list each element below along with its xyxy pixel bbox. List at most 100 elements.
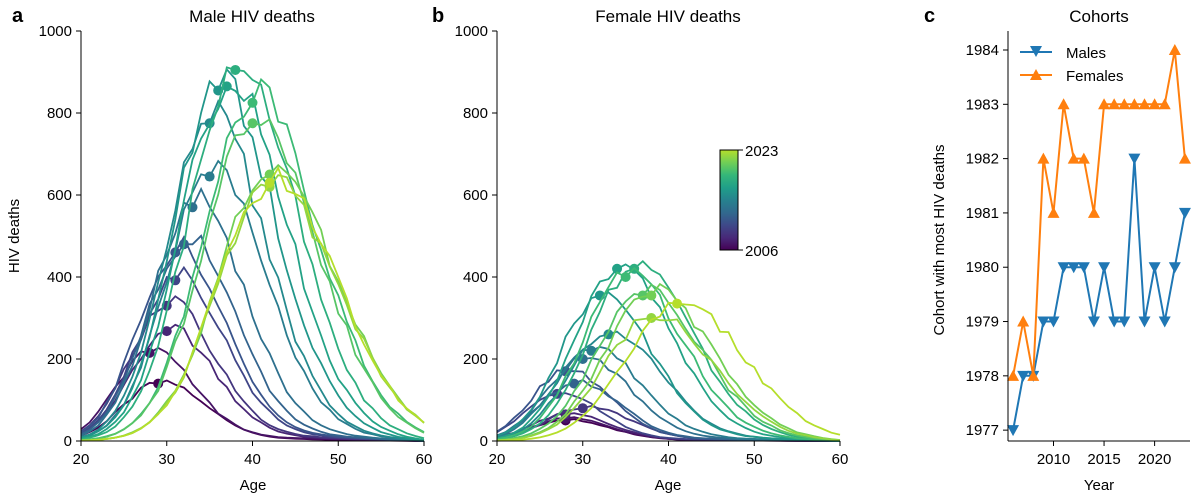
panel-a-letter: a <box>12 5 24 27</box>
panel-a-y-tick-label: 1000 <box>39 23 72 40</box>
panel-c-y-tick-label: 1977 <box>966 422 999 439</box>
panel-a-x-tick-label: 50 <box>330 451 347 468</box>
panel-c-marker-females-2023 <box>1178 152 1191 164</box>
panel-a-peak-2019 <box>247 97 258 108</box>
panel-b-y-tick-label: 200 <box>463 351 488 368</box>
panel-c-x-tick-label: 2015 <box>1087 451 1120 468</box>
panel-c-marker-females-2007 <box>1017 315 1030 327</box>
panel-a-y-tick-label: 200 <box>47 351 72 368</box>
panel-b-line-2023 <box>496 301 841 442</box>
colorbar: 2023 2006 <box>719 143 778 260</box>
panel-b-peak-2012 <box>569 378 580 389</box>
panel-c-marker-females-2012 <box>1067 152 1080 164</box>
panel-c-marker-males-2009 <box>1037 316 1050 328</box>
panel-b-line-2015 <box>496 330 841 442</box>
panel-c-line-females <box>1012 49 1186 376</box>
colorbar-gradient <box>719 149 739 251</box>
panel-b-title: Female HIV deaths <box>595 7 741 26</box>
panel-c-marker-females-2008 <box>1027 369 1040 381</box>
panel-c-marker-males-2010 <box>1047 316 1060 328</box>
panel-c-marker-males-2017 <box>1118 316 1131 328</box>
panel-a-line-2016 <box>80 67 425 442</box>
panel-c-marker-males-2006 <box>1007 425 1020 437</box>
panel-a-y-tick-label: 600 <box>47 187 72 204</box>
panel-c-marker-males-2019 <box>1138 316 1151 328</box>
panel-c-marker-females-2013 <box>1077 152 1090 164</box>
panel-b-line-2020 <box>496 283 841 442</box>
panel-c-x-tick-label: 2010 <box>1037 451 1070 468</box>
panel-c-y-tick-label: 1984 <box>966 42 999 59</box>
panel-a-line-2013 <box>80 186 425 442</box>
panel-a-line-2023 <box>80 165 425 442</box>
panel-b-x-tick-label: 20 <box>489 451 506 468</box>
panel-c-marker-females-2021 <box>1158 98 1171 110</box>
panel-a-ylabel: HIV deaths <box>6 199 23 273</box>
panel-c-marker-males-2013 <box>1077 262 1090 274</box>
panel-c-marker-males-2016 <box>1108 316 1121 328</box>
panel-b-y-tick-label: 0 <box>480 433 488 450</box>
panel-c-ylabel: Cohort with most HIV deaths <box>931 145 948 336</box>
panel-a-x-tick-label: 60 <box>416 451 433 468</box>
panel-c-letter: c <box>924 5 935 27</box>
colorbar-min-label: 2006 <box>745 243 778 260</box>
panel-a-lines <box>80 64 425 442</box>
panel-b-line-2017 <box>496 263 841 442</box>
panel-b-peak-2017 <box>612 263 623 274</box>
panel-c-y-tick-label: 1981 <box>966 205 999 222</box>
panel-b-x-tick-label: 30 <box>574 451 591 468</box>
panel-c-marker-males-2020 <box>1148 262 1161 274</box>
panel-c-series <box>1007 44 1191 437</box>
panel-a-male-deaths: a Male HIV deaths Age HIV deaths 20 30 40 5… <box>6 5 432 494</box>
legend-females-label: Females <box>1066 68 1124 85</box>
panel-a-x-tick-label: 20 <box>73 451 90 468</box>
panel-c-marker-females-2010 <box>1047 206 1060 218</box>
panel-b-x-tick-label: 50 <box>746 451 763 468</box>
panel-a-peak-2017 <box>221 81 232 92</box>
panel-a-line-2012 <box>80 234 425 442</box>
panel-b-y-tick-label: 800 <box>463 105 488 122</box>
panel-c-marker-males-2014 <box>1087 316 1100 328</box>
panel-b-x-tick-label: 40 <box>660 451 677 468</box>
panel-b-peak-2009 <box>577 403 588 414</box>
panel-a-x-tick-label: 30 <box>158 451 175 468</box>
panel-c-marker-males-2007 <box>1017 370 1030 382</box>
panel-a-line-2015 <box>80 99 425 442</box>
panel-c-marker-females-2011 <box>1057 98 1070 110</box>
panel-a-line-2017 <box>80 85 425 441</box>
panel-b-peak-2021 <box>646 290 657 301</box>
panel-c-marker-females-2016 <box>1108 98 1121 110</box>
panel-a-x-tick-label: 40 <box>244 451 261 468</box>
panel-a-peak-2018 <box>230 64 241 75</box>
panel-a-peak-2020 <box>247 118 258 129</box>
panel-c-y-tick-label: 1980 <box>966 259 999 276</box>
panel-c-y-tick-label: 1983 <box>966 96 999 113</box>
panel-a-line-2018 <box>80 66 425 441</box>
panel-c-marker-males-2012 <box>1067 262 1080 274</box>
panel-b-line-2018 <box>496 259 841 442</box>
panel-c-marker-females-2009 <box>1037 152 1050 164</box>
panel-b-letter: b <box>432 5 444 27</box>
panel-c-axes: 2010 2015 2020 1977 1978 1979 1980 1981 1982 1983… <box>966 31 1190 468</box>
panel-c-marker-females-2014 <box>1087 206 1100 218</box>
legend-females-marker <box>1030 69 1042 80</box>
panel-a-peak-2014 <box>204 171 215 182</box>
panel-b-x-tick-label: 60 <box>832 451 849 468</box>
panel-b-y-tick-label: 1000 <box>455 23 488 40</box>
colorbar-max-label: 2023 <box>745 143 778 160</box>
panel-a-y-tick-label: 400 <box>47 269 72 286</box>
panel-b-peak-2019 <box>620 272 631 282</box>
panel-c-marker-females-2017 <box>1118 98 1131 110</box>
panel-b-line-2021 <box>496 282 841 442</box>
panel-b-line-2014 <box>496 346 841 442</box>
panel-c-cohorts: c Cohorts Year Cohort with most HIV deat… <box>924 5 1191 494</box>
panel-b-peak-2023 <box>672 298 683 309</box>
panel-a-y-tick-label: 800 <box>47 105 72 122</box>
panel-b-y-tick-label: 600 <box>463 187 488 204</box>
panel-c-marker-females-2018 <box>1128 98 1141 110</box>
panel-c-title: Cohorts <box>1069 7 1129 26</box>
panel-a-y-tick-label: 0 <box>64 433 72 450</box>
panel-c-marker-males-2021 <box>1158 316 1171 328</box>
